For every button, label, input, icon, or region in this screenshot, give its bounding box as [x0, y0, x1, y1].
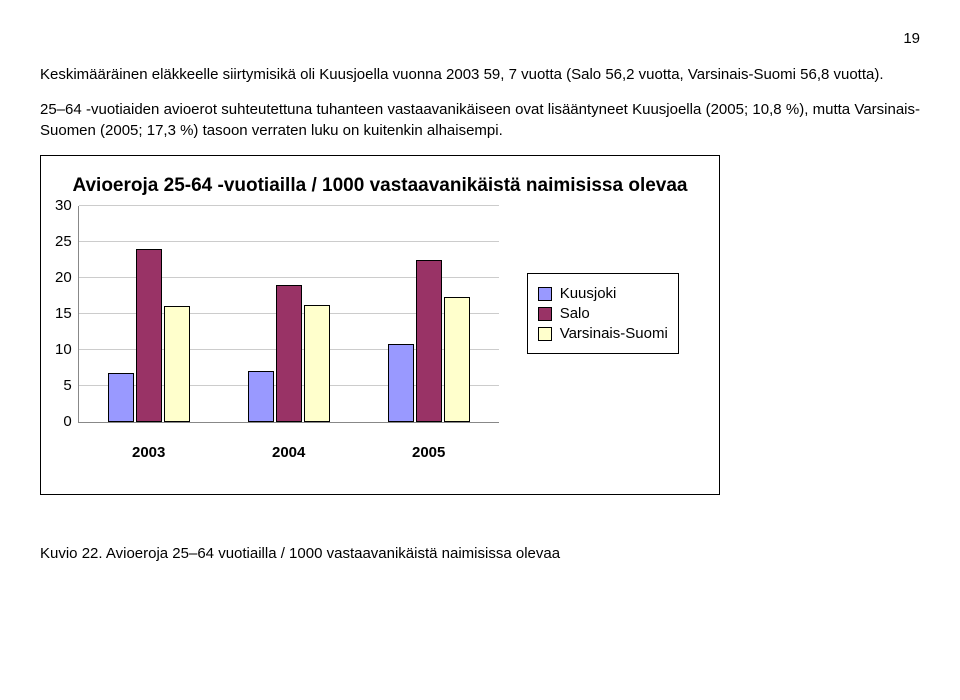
legend: Kuusjoki Salo Varsinais-Suomi	[527, 273, 679, 354]
bar-group	[248, 285, 330, 422]
bar	[444, 297, 470, 422]
bar-group	[388, 260, 470, 422]
bar	[136, 249, 162, 422]
bar	[108, 373, 134, 422]
gridline	[79, 241, 499, 242]
paragraph-1: Keskimääräinen eläkkeelle siirtymisikä o…	[40, 65, 920, 85]
bar	[248, 371, 274, 421]
bar	[276, 285, 302, 422]
legend-item: Salo	[538, 305, 668, 322]
bar	[388, 344, 414, 422]
bar	[416, 260, 442, 422]
legend-item: Kuusjoki	[538, 285, 668, 302]
gridline	[79, 205, 499, 206]
plot-area: 200320042005	[78, 206, 499, 423]
y-axis: 051015202530	[55, 206, 78, 422]
paragraph-2: 25–64 -vuotiaiden avioerot suhteutettuna…	[40, 100, 920, 141]
bar	[304, 305, 330, 422]
legend-swatch	[538, 327, 552, 341]
legend-label: Kuusjoki	[560, 285, 617, 302]
x-tick-label: 2005	[389, 444, 469, 461]
legend-label: Varsinais-Suomi	[560, 325, 668, 342]
page-number: 19	[40, 30, 920, 47]
bar-group	[108, 249, 190, 422]
chart-container: Avioeroja 25-64 -vuotiailla / 1000 vasta…	[40, 155, 720, 495]
bar	[164, 306, 190, 421]
chart-body: 051015202530 200320042005 Kuusjoki Salo Va…	[55, 206, 705, 422]
legend-label: Salo	[560, 305, 590, 322]
x-tick-label: 2003	[109, 444, 189, 461]
legend-item: Varsinais-Suomi	[538, 325, 668, 342]
x-tick-label: 2004	[249, 444, 329, 461]
chart-title: Avioeroja 25-64 -vuotiailla / 1000 vasta…	[55, 174, 705, 198]
legend-swatch	[538, 307, 552, 321]
figure-caption: Kuvio 22. Avioeroja 25–64 vuotiailla / 1…	[40, 545, 920, 562]
legend-swatch	[538, 287, 552, 301]
